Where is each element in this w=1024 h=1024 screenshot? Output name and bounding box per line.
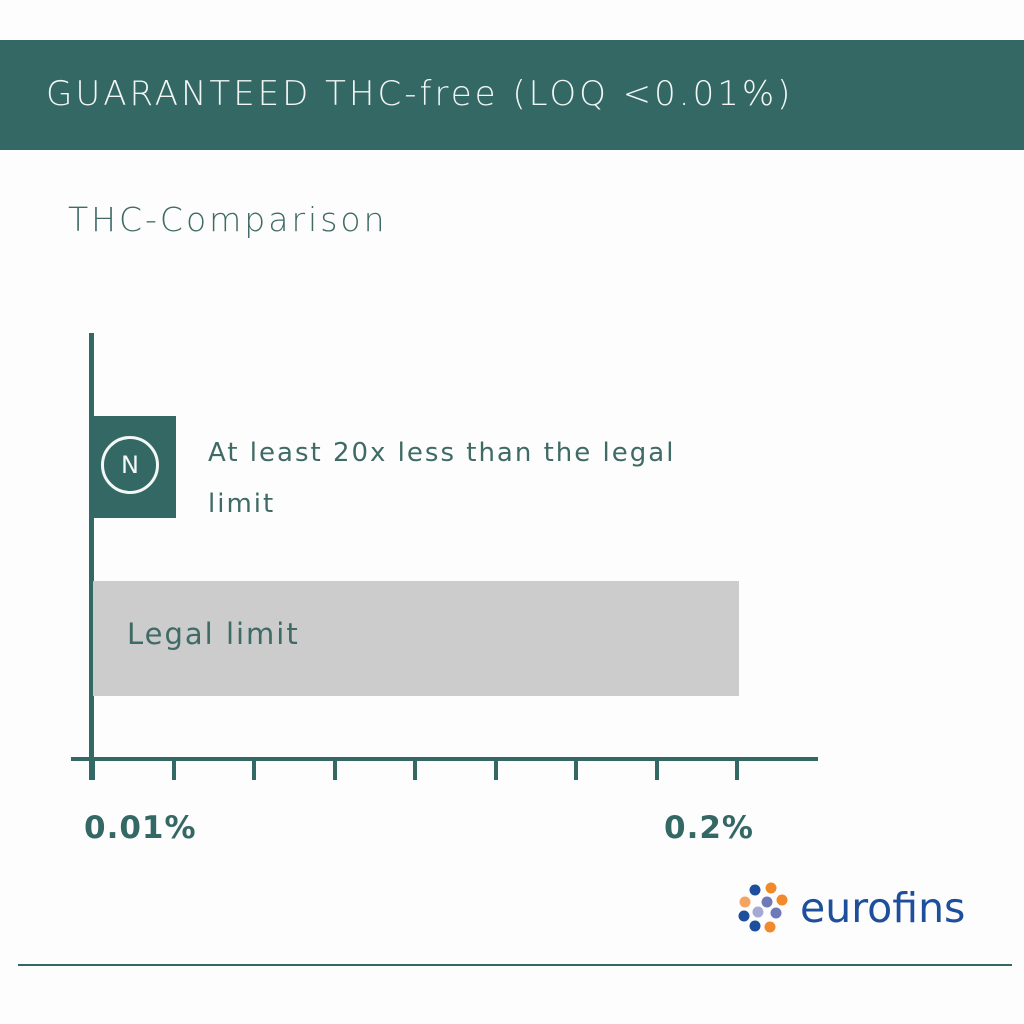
x-tick bbox=[654, 757, 659, 780]
x-tick bbox=[171, 757, 176, 780]
x-tick bbox=[735, 757, 739, 780]
bar-legal-limit: Legal limit bbox=[93, 581, 739, 696]
x-axis bbox=[71, 757, 818, 761]
x-tick-label-min: 0.01% bbox=[84, 810, 197, 846]
x-tick bbox=[91, 757, 95, 780]
eurofins-logo-icon bbox=[738, 882, 788, 933]
bar-label-product: At least 20x less than the legal limit bbox=[208, 438, 676, 519]
x-tick bbox=[413, 757, 417, 780]
x-tick bbox=[493, 757, 498, 780]
product-badge-icon: N bbox=[101, 436, 159, 494]
x-tick bbox=[574, 757, 578, 780]
divider bbox=[18, 964, 1012, 966]
y-axis bbox=[89, 333, 94, 780]
header-banner: GUARANTEED THC-free (LOQ <0.01%) bbox=[0, 40, 1024, 150]
header-title: GUARANTEED THC-free (LOQ <0.01%) bbox=[46, 74, 794, 114]
bar-label-legal-limit: Legal limit bbox=[127, 617, 300, 651]
chart-title: THC-Comparison bbox=[68, 200, 388, 239]
bar-product: N bbox=[93, 416, 176, 518]
x-tick bbox=[332, 757, 337, 780]
eurofins-logo-text: eurofins bbox=[800, 884, 966, 932]
x-tick bbox=[252, 757, 256, 780]
x-tick-label-max: 0.2% bbox=[664, 810, 754, 846]
